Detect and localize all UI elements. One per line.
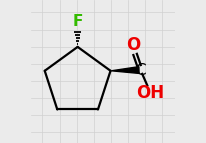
- Text: O: O: [126, 36, 141, 54]
- Text: C: C: [135, 62, 146, 78]
- Polygon shape: [111, 67, 139, 73]
- Text: OH: OH: [136, 84, 165, 102]
- Text: F: F: [73, 14, 83, 29]
